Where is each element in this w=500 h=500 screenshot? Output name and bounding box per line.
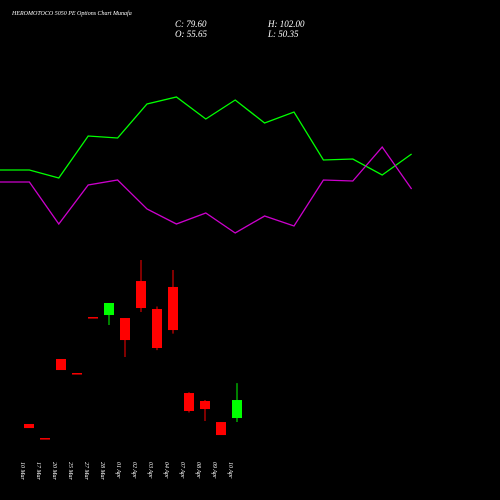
x-tick-label: 02 Apr bbox=[131, 462, 137, 479]
candle-body bbox=[136, 281, 146, 309]
candle-body bbox=[120, 318, 130, 341]
candle-body bbox=[200, 400, 210, 410]
indicator-line bbox=[0, 145, 413, 234]
x-tick-label: 08 Apr bbox=[195, 462, 201, 479]
chart-title: HEROMOTOCO 5050 PE Options Chart Munafa bbox=[11, 10, 132, 17]
candle-body bbox=[24, 423, 34, 429]
x-tick-label: 04 Apr bbox=[163, 462, 170, 479]
candle-body bbox=[40, 438, 50, 440]
x-tick-label: 09 Apr bbox=[211, 462, 217, 479]
candle-body bbox=[72, 373, 82, 375]
x-tick-label: 20 Mar bbox=[51, 462, 57, 480]
candle-body bbox=[88, 317, 98, 319]
indicator-line bbox=[0, 96, 412, 179]
x-tick-label: 17 Mar bbox=[35, 462, 41, 480]
x-tick-label: 10 Mar bbox=[19, 462, 25, 480]
x-tick-label: 27 Mar bbox=[83, 462, 89, 480]
candle-body bbox=[168, 286, 178, 331]
x-tick-label: 07 Apr bbox=[179, 462, 185, 479]
x-tick-label: 10 Apr bbox=[227, 462, 233, 479]
candle-body bbox=[152, 309, 162, 349]
candle-body bbox=[216, 422, 226, 436]
candle-body bbox=[184, 393, 194, 411]
candle-body bbox=[104, 302, 114, 316]
ohlc-label: H: 102.00 bbox=[267, 19, 305, 29]
candle-body bbox=[56, 358, 66, 371]
x-tick-label: 01 Apr bbox=[115, 462, 121, 479]
ohlc-label: O: 55.65 bbox=[175, 29, 207, 39]
candle-body bbox=[232, 400, 242, 419]
x-tick-label: 25 Mar bbox=[67, 462, 73, 480]
x-tick-label: 03 Apr bbox=[147, 462, 153, 479]
ohlc-label: L: 50.35 bbox=[267, 29, 299, 39]
ohlc-label: C: 79.60 bbox=[175, 19, 207, 29]
x-tick-label: 28 Mar bbox=[99, 462, 105, 480]
